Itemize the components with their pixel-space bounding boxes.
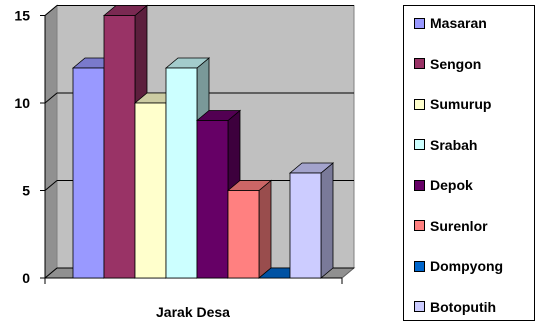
legend-swatch <box>414 301 425 312</box>
legend-swatch <box>414 139 425 150</box>
y-tick-label: 15 <box>14 8 30 24</box>
legend-item: Sengon <box>414 55 481 73</box>
bar-surenlor <box>226 179 273 279</box>
gridline-side <box>44 267 58 279</box>
legend-item: Surenlor <box>414 217 488 235</box>
legend-item: Srabah <box>414 136 477 154</box>
legend-item: Masaran <box>414 14 487 32</box>
gridline-side <box>44 180 58 191</box>
legend-label: Depok <box>430 177 473 193</box>
legend-label: Dompyong <box>430 258 504 274</box>
legend-item: Sumurup <box>414 95 491 113</box>
bar-botoputih <box>288 162 335 279</box>
legend: Masaran Sengon Sumurup Srabah Depok Surenlor D… <box>403 5 535 321</box>
legend-swatch <box>414 179 425 191</box>
bar-front-face <box>103 15 136 279</box>
bar-front-face <box>196 120 229 279</box>
legend-swatch <box>414 220 425 231</box>
bar-side-face <box>320 162 334 279</box>
gridline-side <box>44 92 58 104</box>
legend-label: Sengon <box>430 55 482 72</box>
legend-swatch <box>414 58 425 69</box>
legend-label: Sumurup <box>430 96 492 112</box>
legend-swatch <box>414 17 425 29</box>
legend-item: Dompyong <box>414 257 503 275</box>
legend-item: Botoputih <box>414 298 496 316</box>
legend-swatch <box>414 98 425 110</box>
y-tick-label: 10 <box>14 95 30 111</box>
legend-label: Botoputih <box>430 298 497 315</box>
legend-swatch <box>414 260 425 272</box>
bar-front-face <box>72 67 105 279</box>
legend-item: Depok <box>414 176 473 194</box>
gridline-side <box>44 5 58 16</box>
bar-side-face <box>258 179 272 279</box>
bar-front-face <box>165 67 198 279</box>
bar-front-face <box>227 190 260 279</box>
legend-label: Masaran <box>430 15 487 31</box>
y-tick-label: 5 <box>22 183 30 199</box>
plot-side-wall <box>44 4 58 280</box>
bar-chart: 0 5 10 15 Jarak Desa <box>14 4 356 320</box>
bar-front-face <box>134 102 167 279</box>
bar-front-face <box>289 172 322 279</box>
y-tick-label: 0 <box>22 270 30 286</box>
x-category-label: Jarak Desa <box>156 304 230 320</box>
legend-label: Srabah <box>430 136 478 153</box>
legend-label: Surenlor <box>430 217 488 234</box>
